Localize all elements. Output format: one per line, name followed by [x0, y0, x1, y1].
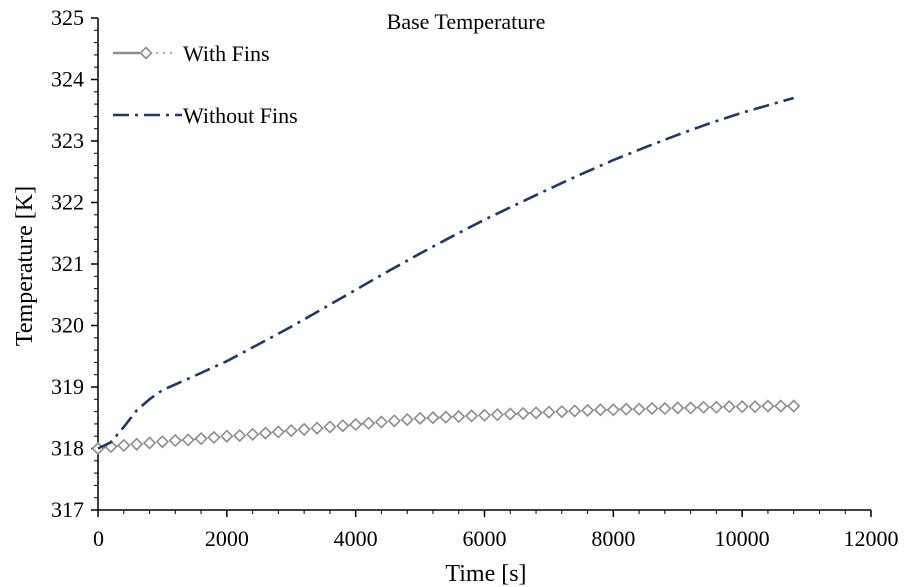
y-tick-label: 323	[51, 128, 84, 153]
x-tick-label: 8000	[591, 526, 635, 551]
data-point	[387, 414, 401, 428]
data-point	[606, 403, 620, 417]
x-tick-label: 0	[93, 526, 104, 551]
legend: With Fins Without Fins	[113, 41, 298, 128]
data-point	[284, 424, 298, 438]
data-point	[142, 436, 157, 450]
data-point	[645, 401, 659, 416]
series-with-fins	[91, 399, 801, 456]
data-point	[542, 405, 556, 419]
legend-label: With Fins	[183, 41, 270, 66]
data-point	[684, 401, 698, 415]
data-point	[593, 403, 608, 417]
data-point	[207, 430, 221, 445]
data-point	[413, 411, 427, 425]
data-point	[709, 400, 724, 414]
data-point	[336, 419, 350, 433]
data-point	[658, 401, 672, 416]
data-point	[696, 400, 711, 414]
legend-item-with-fins: With Fins	[113, 41, 270, 66]
x-tick-label: 10000	[715, 526, 770, 551]
data-point	[168, 433, 182, 448]
data-point	[400, 412, 414, 427]
y-tick-label: 324	[51, 67, 84, 92]
x-tick-label: 4000	[334, 526, 378, 551]
data-point	[310, 421, 324, 435]
data-point	[761, 399, 775, 413]
data-point	[568, 404, 582, 418]
data-point	[271, 425, 285, 439]
data-point	[774, 399, 788, 413]
data-point	[477, 408, 492, 422]
data-point	[516, 406, 530, 421]
x-axis-label: Time [s]	[445, 561, 526, 587]
data-point	[181, 433, 195, 447]
y-tick-label: 317	[51, 497, 84, 522]
data-point	[194, 432, 208, 446]
data-point	[439, 410, 453, 424]
data-point	[426, 411, 440, 425]
data-point	[374, 415, 389, 429]
series-without-fins	[97, 96, 795, 450]
legend-label: Without Fins	[183, 103, 298, 128]
chart-title: Base Temperature	[387, 9, 546, 34]
data-point	[349, 417, 363, 432]
data-point	[233, 428, 247, 443]
x-tick-label: 2000	[205, 526, 249, 551]
legend-marker	[139, 46, 153, 60]
series-layer	[91, 96, 801, 456]
series-line-without-fins	[97, 96, 795, 450]
data-point	[155, 435, 170, 449]
data-point	[245, 427, 260, 441]
legend-item-without-fins: Without Fins	[113, 103, 298, 128]
x-tick-label: 12000	[844, 526, 899, 551]
y-axis-label: Temperature [K]	[12, 186, 38, 346]
data-point	[632, 402, 646, 416]
y-tick-label: 318	[51, 436, 84, 461]
data-point	[361, 416, 376, 430]
y-tick-label: 322	[51, 190, 84, 215]
data-point	[619, 402, 633, 416]
y-tick-label: 319	[51, 374, 84, 399]
data-point	[490, 408, 505, 422]
data-point	[220, 429, 234, 443]
data-point	[529, 406, 543, 420]
y-tick-label: 325	[51, 5, 84, 30]
data-point	[452, 409, 466, 424]
data-point	[130, 437, 144, 451]
data-point	[464, 409, 479, 423]
data-point	[323, 420, 337, 434]
data-point	[555, 404, 569, 419]
y-tick-label: 321	[51, 251, 84, 276]
data-point	[735, 400, 749, 414]
data-point	[117, 438, 131, 453]
data-point	[722, 400, 736, 414]
data-point	[748, 400, 762, 414]
data-point	[671, 401, 685, 415]
x-tick-label: 6000	[463, 526, 507, 551]
data-point	[297, 422, 311, 437]
data-point	[503, 407, 517, 421]
data-point	[258, 426, 273, 440]
data-point	[787, 399, 801, 413]
y-tick-label: 320	[51, 313, 84, 338]
data-point	[580, 403, 595, 418]
axes: 317 318 319 320 321 322 323 324 325 0 2000 4000 6000…	[51, 5, 899, 551]
